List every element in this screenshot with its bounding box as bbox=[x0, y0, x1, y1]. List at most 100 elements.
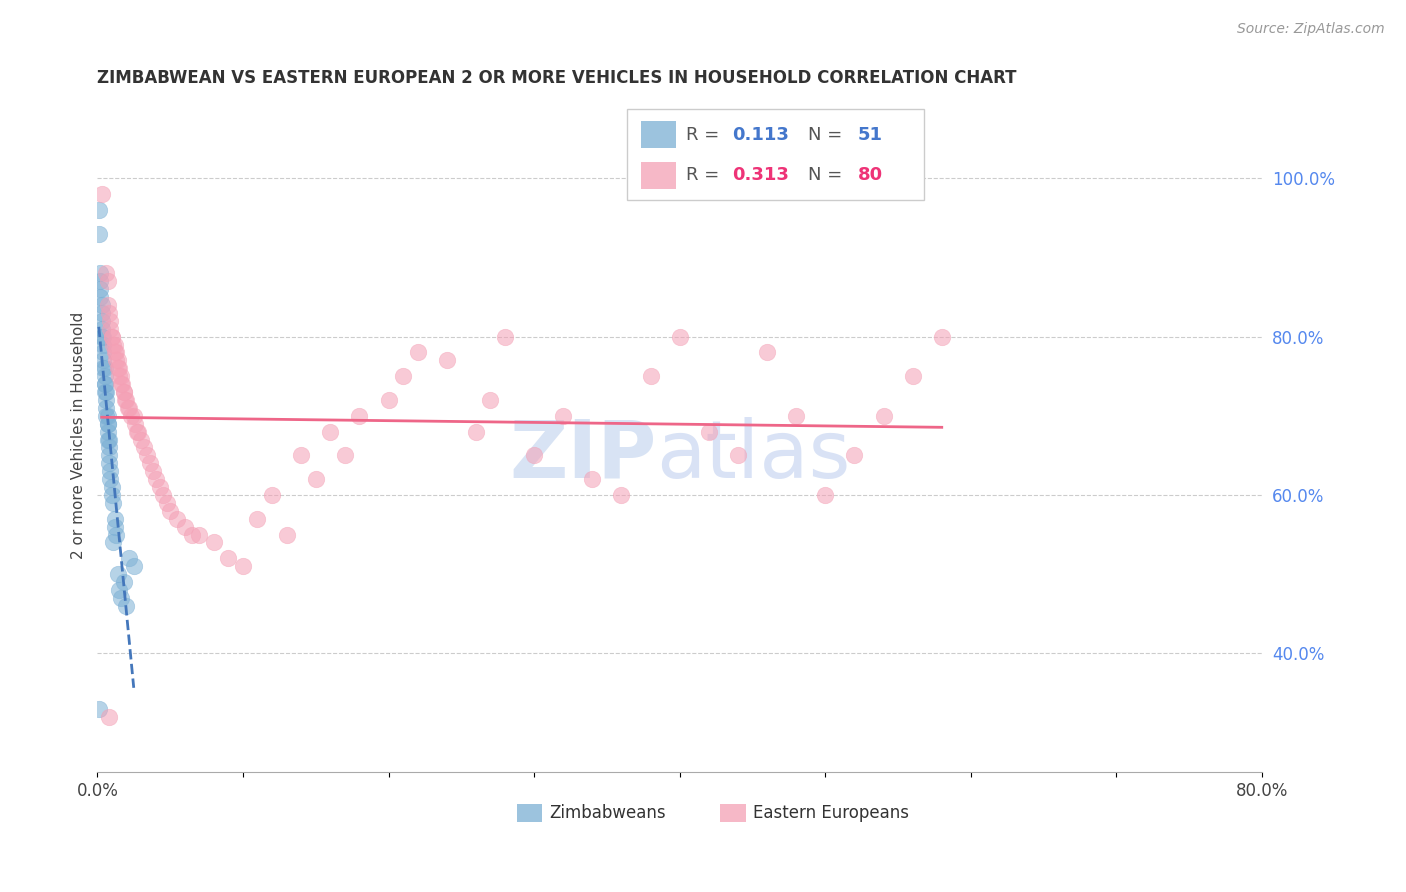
Point bbox=[232, 559, 254, 574]
Point bbox=[377, 392, 399, 407]
Point bbox=[181, 527, 204, 541]
Text: 0.113: 0.113 bbox=[733, 126, 789, 144]
Point bbox=[94, 409, 117, 423]
Point bbox=[91, 337, 114, 351]
Point bbox=[100, 322, 122, 336]
Point bbox=[100, 472, 122, 486]
Point bbox=[668, 329, 690, 343]
Point bbox=[104, 511, 127, 525]
Point bbox=[89, 274, 111, 288]
Point bbox=[98, 441, 121, 455]
Point bbox=[91, 345, 114, 359]
Point bbox=[523, 448, 546, 462]
Point bbox=[98, 709, 121, 723]
Point bbox=[260, 488, 283, 502]
Point bbox=[173, 519, 195, 533]
Point bbox=[96, 433, 118, 447]
Point bbox=[94, 385, 117, 400]
Point bbox=[104, 337, 127, 351]
Point bbox=[117, 401, 139, 415]
Point bbox=[93, 385, 115, 400]
Point bbox=[108, 369, 131, 384]
Point bbox=[494, 329, 516, 343]
Point bbox=[91, 329, 114, 343]
Text: R =: R = bbox=[686, 166, 724, 185]
Point bbox=[93, 377, 115, 392]
Point bbox=[112, 574, 135, 589]
Point bbox=[349, 409, 371, 423]
Point bbox=[94, 392, 117, 407]
Point bbox=[156, 496, 179, 510]
Point bbox=[217, 551, 239, 566]
Point bbox=[104, 345, 127, 359]
Point bbox=[110, 377, 132, 392]
Text: ZIP: ZIP bbox=[509, 417, 657, 495]
Point bbox=[94, 401, 117, 415]
Point bbox=[104, 519, 127, 533]
Text: Zimbabweans: Zimbabweans bbox=[550, 804, 666, 822]
Point bbox=[901, 369, 924, 384]
Point bbox=[152, 488, 174, 502]
Point bbox=[98, 456, 121, 470]
Point bbox=[610, 488, 633, 502]
Point bbox=[333, 448, 356, 462]
Point bbox=[96, 409, 118, 423]
Point bbox=[814, 488, 837, 502]
Point bbox=[132, 441, 155, 455]
Text: N =: N = bbox=[808, 166, 848, 185]
Point bbox=[101, 329, 124, 343]
Point bbox=[931, 329, 953, 343]
Point bbox=[98, 448, 121, 462]
Text: ZIMBABWEAN VS EASTERN EUROPEAN 2 OR MORE VEHICLES IN HOUSEHOLD CORRELATION CHART: ZIMBABWEAN VS EASTERN EUROPEAN 2 OR MORE… bbox=[97, 69, 1017, 87]
Point bbox=[96, 417, 118, 431]
Point bbox=[105, 527, 128, 541]
Bar bbox=[641, 121, 676, 148]
Point bbox=[581, 472, 603, 486]
Point bbox=[640, 369, 662, 384]
Point bbox=[101, 329, 124, 343]
Point bbox=[108, 361, 131, 376]
Point bbox=[118, 551, 141, 566]
Point bbox=[87, 227, 110, 241]
Point bbox=[246, 511, 269, 525]
Point bbox=[103, 496, 125, 510]
Point bbox=[112, 385, 135, 400]
Point bbox=[785, 409, 807, 423]
Point bbox=[872, 409, 894, 423]
Point bbox=[101, 480, 124, 494]
Point bbox=[90, 322, 112, 336]
Point bbox=[166, 511, 188, 525]
Text: 80: 80 bbox=[858, 166, 883, 185]
Point bbox=[91, 353, 114, 368]
Point bbox=[90, 298, 112, 312]
Text: 0.313: 0.313 bbox=[733, 166, 789, 185]
Point bbox=[756, 345, 779, 359]
Point bbox=[96, 274, 118, 288]
Point bbox=[96, 425, 118, 439]
Point bbox=[697, 425, 720, 439]
Point bbox=[464, 425, 486, 439]
Point bbox=[319, 425, 342, 439]
Bar bbox=[627, 110, 924, 200]
Point bbox=[89, 290, 111, 304]
Point bbox=[100, 314, 122, 328]
Text: 51: 51 bbox=[858, 126, 883, 144]
Bar bbox=[641, 161, 676, 189]
Point bbox=[93, 361, 115, 376]
Point bbox=[93, 377, 115, 392]
Point bbox=[105, 345, 128, 359]
Point bbox=[94, 266, 117, 280]
Point bbox=[727, 448, 749, 462]
Point bbox=[90, 314, 112, 328]
Point bbox=[103, 337, 125, 351]
Point bbox=[101, 488, 124, 502]
Text: N =: N = bbox=[808, 126, 848, 144]
Point bbox=[290, 448, 312, 462]
Text: Eastern Europeans: Eastern Europeans bbox=[754, 804, 910, 822]
Point bbox=[108, 582, 131, 597]
Point bbox=[118, 401, 141, 415]
Point bbox=[127, 425, 149, 439]
Point bbox=[124, 417, 146, 431]
Text: Source: ZipAtlas.com: Source: ZipAtlas.com bbox=[1237, 22, 1385, 37]
Point bbox=[107, 567, 129, 582]
